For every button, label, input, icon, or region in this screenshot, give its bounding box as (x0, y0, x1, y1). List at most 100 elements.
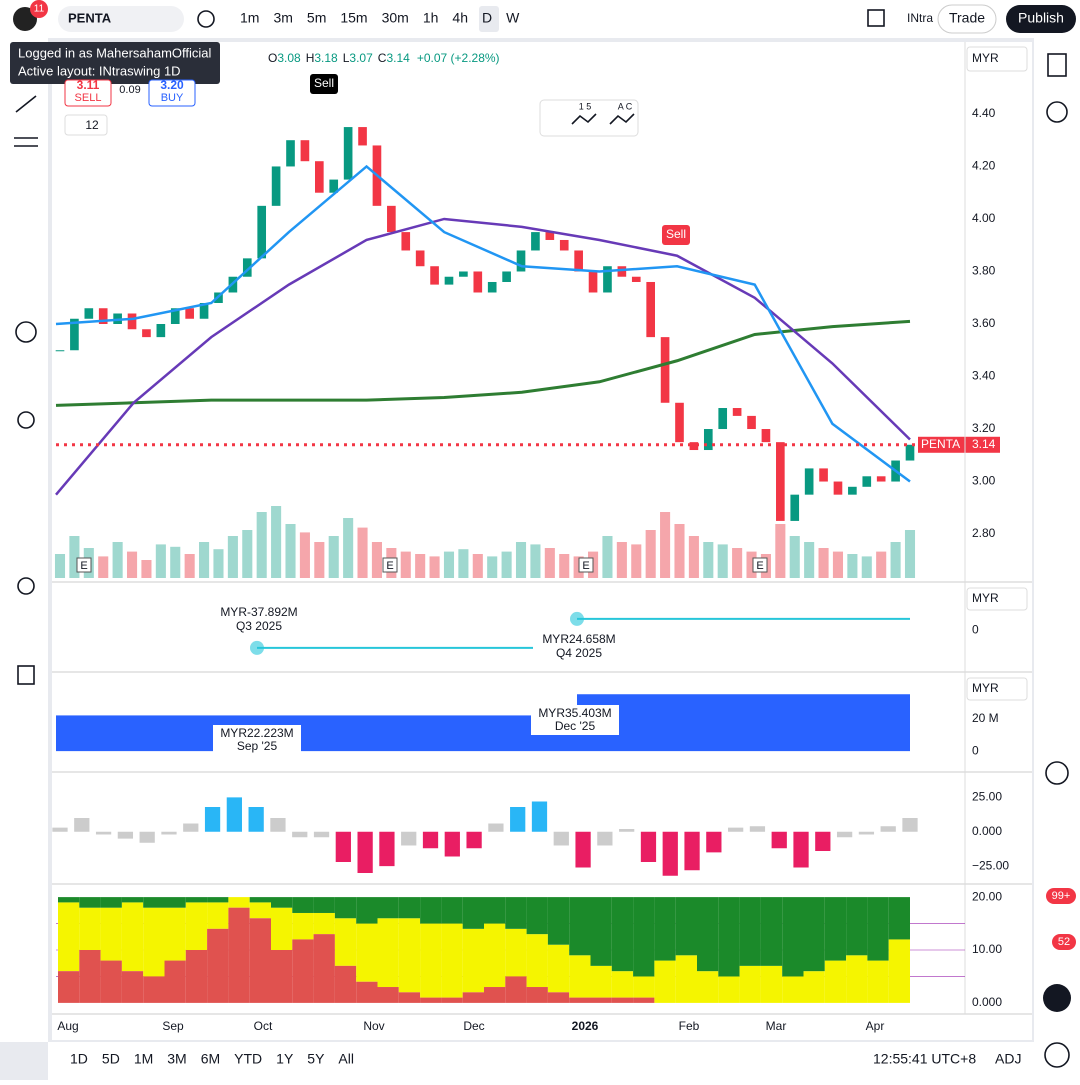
watchlist-icon[interactable] (1047, 53, 1067, 77)
trash-icon[interactable] (17, 665, 35, 685)
candle (358, 127, 367, 146)
hotlist-icon[interactable] (1045, 761, 1069, 785)
apps-icon[interactable] (1043, 984, 1071, 1012)
interval[interactable]: 4h (452, 10, 468, 26)
histogram-bar (335, 831, 351, 862)
histogram-bar (401, 831, 417, 846)
help-icon[interactable] (1044, 1042, 1070, 1068)
interval[interactable]: 1h (423, 10, 439, 26)
neutral-bar (207, 902, 229, 929)
bear-bar (100, 960, 122, 1003)
bull-bar (547, 897, 570, 945)
interval[interactable]: W (506, 10, 520, 26)
volume-bar (789, 536, 800, 578)
bear-bar (398, 992, 421, 1003)
earnings: E (756, 560, 763, 572)
volume-bar (227, 536, 238, 578)
zoom-icon[interactable] (17, 411, 35, 429)
eye-icon[interactable] (17, 577, 35, 595)
neutral-bar (484, 923, 506, 988)
tool-icon[interactable] (571, 113, 597, 125)
interval[interactable]: 15m (340, 10, 367, 26)
range[interactable]: 1Y (276, 1051, 294, 1067)
currency-box[interactable] (966, 587, 1028, 611)
buy-label[interactable]: BUY (161, 92, 184, 104)
volume-bar (112, 542, 123, 578)
sell-label[interactable]: SELL (75, 92, 102, 104)
currency: MYR (972, 681, 999, 695)
y-tick-label: 25.00 (972, 790, 1002, 804)
layout-name[interactable]: INtra (907, 11, 933, 25)
range[interactable]: 1M (134, 1051, 153, 1067)
y-tick-label: 3.60 (972, 316, 996, 330)
tool-icon[interactable] (609, 113, 635, 125)
sell-price[interactable]: 3.11 (77, 78, 100, 92)
neutral-bar (824, 960, 847, 1003)
neutral-bar (611, 971, 634, 998)
bull-bar (590, 897, 612, 966)
volume-bar (804, 542, 815, 578)
volume-bar (847, 554, 858, 578)
layout-icon[interactable] (867, 9, 885, 27)
bull-bar (697, 897, 719, 972)
ohlc: O (268, 51, 277, 65)
candle (84, 308, 94, 319)
histogram-bar (684, 831, 700, 871)
bull-bar (654, 897, 676, 961)
trade-button[interactable] (937, 4, 997, 34)
buy-box[interactable] (148, 79, 196, 107)
ohlc: L (343, 51, 350, 65)
range[interactable]: 3M (167, 1051, 186, 1067)
range[interactable]: 5Y (307, 1051, 325, 1067)
earnings-box[interactable] (578, 557, 594, 573)
range[interactable]: 5D (102, 1051, 120, 1067)
range[interactable]: All (338, 1051, 354, 1067)
sell-box[interactable] (64, 79, 112, 107)
tool-label[interactable]: A C (618, 101, 633, 111)
earnings-box[interactable] (752, 557, 768, 573)
earnings-box[interactable] (76, 557, 92, 573)
y-tick-label: 3.40 (972, 369, 996, 383)
publish-button[interactable] (1006, 5, 1076, 33)
range[interactable]: 6M (201, 1051, 220, 1067)
trade-label[interactable]: Trade (949, 10, 985, 26)
candle (819, 468, 828, 482)
neutral-bar (633, 976, 655, 998)
interval[interactable]: D (482, 10, 492, 26)
volume-bar (818, 548, 829, 578)
range[interactable]: 1D (70, 1051, 88, 1067)
volume-bar (688, 536, 699, 578)
indicator-toggle[interactable] (64, 114, 108, 136)
interval[interactable]: 30m (382, 10, 409, 26)
add-icon[interactable] (197, 10, 215, 28)
indicator-count[interactable]: 12 (85, 118, 99, 132)
volume-bar (645, 530, 656, 578)
currency-box[interactable] (966, 677, 1028, 701)
histogram-bar (313, 831, 330, 838)
candle (646, 281, 655, 338)
buy-price[interactable]: 3.20 (160, 78, 184, 92)
earnings: E (386, 560, 393, 572)
interval[interactable]: 3m (273, 10, 292, 26)
range[interactable]: YTD (234, 1051, 262, 1067)
candle (415, 250, 425, 267)
adj-toggle[interactable]: ADJ (995, 1051, 1021, 1067)
ohlc: 3.18 (314, 51, 338, 65)
tool-label[interactable]: 1 5 (579, 101, 592, 111)
interval[interactable]: 5m (307, 10, 326, 26)
symbol[interactable]: PENTA (68, 10, 112, 25)
symbol-search[interactable] (58, 6, 184, 32)
volume-bar (155, 544, 166, 578)
neutral-bar (228, 897, 250, 908)
publish-label[interactable]: Publish (1018, 10, 1064, 26)
candle (617, 266, 627, 277)
currency-box[interactable] (966, 46, 1028, 72)
interval[interactable]: 1m (240, 10, 259, 26)
volume-bar (458, 549, 469, 578)
trend-icon[interactable] (15, 95, 37, 113)
bull-bar (398, 897, 421, 919)
emoji-icon[interactable] (15, 321, 37, 343)
volume-bar (732, 548, 743, 578)
earnings-box[interactable] (382, 557, 398, 573)
alerts-icon[interactable] (1046, 101, 1068, 123)
